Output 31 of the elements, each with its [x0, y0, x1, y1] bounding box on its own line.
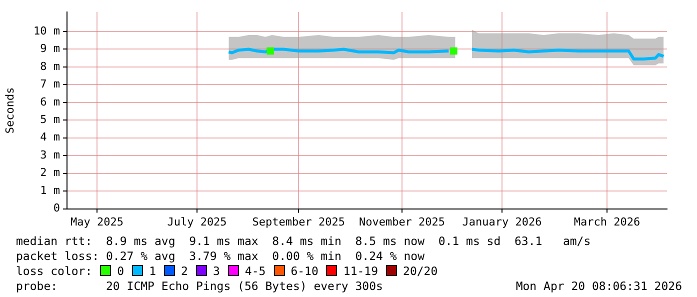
x-tick-label: September 2025: [252, 215, 346, 228]
y-tick-label: 0: [53, 202, 60, 215]
y-tick-label: 3 m: [40, 148, 60, 162]
legend-label: 11-19: [343, 264, 378, 278]
legend-label: 1: [149, 264, 156, 278]
text: packet loss: 0.27 % avg 3.79 % max 0.00 % min 0.24 % now: [16, 249, 426, 264]
x-tick-label: March 2026: [574, 215, 640, 228]
y-tick-label: 6 m: [40, 95, 60, 108]
legend-label: 3: [212, 264, 220, 278]
y-tick-label: 9 m: [40, 42, 60, 56]
y-tick-label: 5 m: [40, 113, 60, 126]
text: median rtt: 8.9 ms avg 9.1 ms max 8.4 ms min 8.5 ms now 0.1 ms sd 63.1 am/s: [16, 234, 592, 249]
y-axis-title: Seconds: [3, 87, 16, 134]
legend-label: 6-10: [290, 264, 318, 278]
legend-title: loss color:: [16, 264, 92, 278]
y-tick-label: 8 m: [40, 60, 60, 73]
x-tick-label: July 2025: [167, 215, 227, 228]
legend-label: 0: [117, 264, 124, 278]
legend-label: 2: [181, 264, 188, 278]
x-tick-label: January 2026: [462, 215, 542, 228]
legend-label: 4-5: [244, 264, 266, 278]
text: Mon Apr 20 08:06:31 2026: [516, 279, 682, 294]
legend-label: 20/20: [403, 264, 438, 278]
text: probe: 20 ICMP Echo Pings (56 Bytes) every 300s: [16, 279, 383, 294]
x-tick-label: November 2025: [358, 215, 446, 228]
y-tick-label: 2 m: [40, 166, 60, 180]
y-tick-label: 4 m: [40, 130, 60, 144]
y-tick-label: 7 m: [40, 78, 60, 91]
y-tick-label: 1 m: [40, 184, 60, 197]
y-tick-label: 10 m: [34, 24, 60, 38]
x-tick-label: May 2025: [70, 215, 124, 228]
